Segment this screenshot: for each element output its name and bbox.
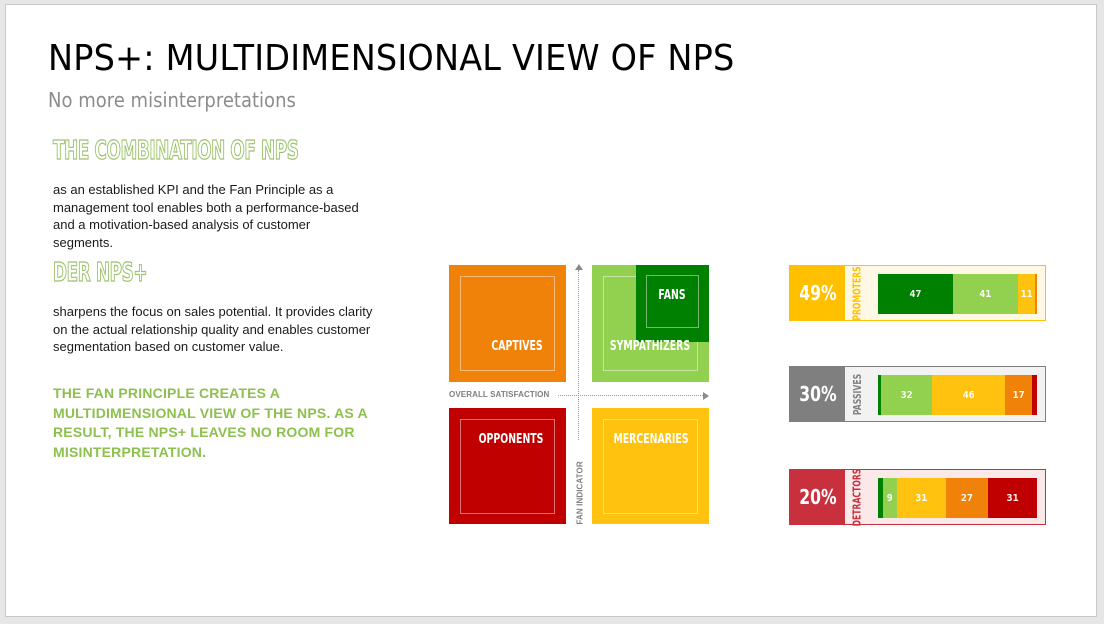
bar-segment-captives: 17 — [1005, 375, 1033, 415]
callout-text: THE FAN PRINCIPLE CREATES A MULTIDIMENSI… — [53, 385, 368, 460]
bar-segment-captives — [1035, 274, 1037, 314]
row-label: PASSIVES — [850, 373, 864, 415]
row-passives: 30% PASSIVES 32 46 17 — [789, 366, 1046, 422]
quadrant-mercenaries: MERCENARIES — [592, 408, 709, 524]
quadrant-label-sympathizers: SYMPATHIZERS — [609, 339, 691, 354]
section-heading-combination: THE COMBINATION OF NPS — [53, 135, 300, 166]
slide-title: NPS+: MULTIDIMENSIONAL VIEW OF NPS — [48, 38, 735, 79]
quadrant-inner-frame — [646, 275, 699, 328]
quadrant-sympathizers: FANS SYMPATHIZERS — [592, 265, 709, 382]
y-axis-label-wrap: FAN INDICATOR — [572, 461, 586, 526]
x-axis-line — [558, 395, 703, 396]
x-axis-label: OVERALL SATISFACTION — [449, 390, 550, 399]
share-value: 30% — [798, 382, 837, 406]
quadrant-inner-frame — [460, 419, 555, 514]
row-promoters: 49% PROMOTERS 47 41 11 — [789, 265, 1046, 321]
quadrant-label-mercenaries: MERCENARIES — [613, 432, 689, 447]
row-label: DETRACTORS — [850, 468, 864, 526]
bar-segment-fans — [878, 375, 882, 415]
slide-subtitle: No more misinterpretations — [48, 88, 296, 112]
bar-segment-mercenaries: 46 — [932, 375, 1006, 415]
bar-segment-sympathizers: 32 — [881, 375, 933, 415]
stacked-bar: 47 41 11 — [878, 274, 1037, 314]
quadrant-fans: FANS — [636, 265, 709, 342]
section-heading-nps-plus: DER NPS+ — [53, 257, 148, 288]
quadrant-inner-frame — [460, 276, 555, 371]
share-value: 20% — [798, 485, 837, 509]
bar-segment-sympathizers: 41 — [952, 274, 1018, 314]
bar-segment-mercenaries: 31 — [896, 478, 946, 518]
quadrant-label-fans: FANS — [658, 288, 686, 303]
row-label-wrap: PROMOTERS — [847, 266, 867, 320]
stacked-bar: 32 46 17 — [878, 375, 1037, 415]
section-body-nps-plus: sharpens the focus on sales potential. I… — [53, 304, 373, 354]
row-label-wrap: PASSIVES — [847, 367, 867, 421]
y-axis-arrow-icon — [575, 264, 583, 270]
share-value: 49% — [798, 281, 837, 305]
bar-segment-fans — [878, 478, 883, 518]
quadrant-captives: CAPTIVES — [449, 265, 566, 382]
quadrant-inner-frame — [603, 419, 698, 514]
row-detractors: 20% DETRACTORS 9 31 27 31 — [789, 468, 1046, 526]
row-label: PROMOTERS — [850, 265, 864, 321]
bar-segment-opponents — [1032, 375, 1037, 415]
stacked-bar: 9 31 27 31 — [878, 478, 1037, 518]
share-badge: 30% — [790, 367, 845, 421]
quadrant-label-opponents: OPPONENTS — [478, 432, 544, 447]
bar-segment-fans: 47 — [878, 274, 953, 314]
x-axis-arrow-icon — [703, 392, 709, 400]
section-body-combination: as an established KPI and the Fan Princi… — [53, 182, 359, 250]
share-badge: 49% — [790, 266, 845, 320]
bar-segment-mercenaries: 11 — [1017, 274, 1036, 314]
bar-segment-sympathizers: 9 — [882, 478, 897, 518]
share-badge: 20% — [790, 470, 845, 524]
quadrant-label-captives: CAPTIVES — [491, 339, 543, 354]
bar-segment-opponents: 31 — [988, 478, 1037, 518]
y-axis-line — [578, 270, 579, 440]
row-label-wrap: DETRACTORS — [847, 468, 867, 526]
quadrant-opponents: OPPONENTS — [449, 408, 566, 524]
y-axis-label: FAN INDICATOR — [575, 461, 585, 525]
bar-segment-captives: 27 — [945, 478, 989, 518]
